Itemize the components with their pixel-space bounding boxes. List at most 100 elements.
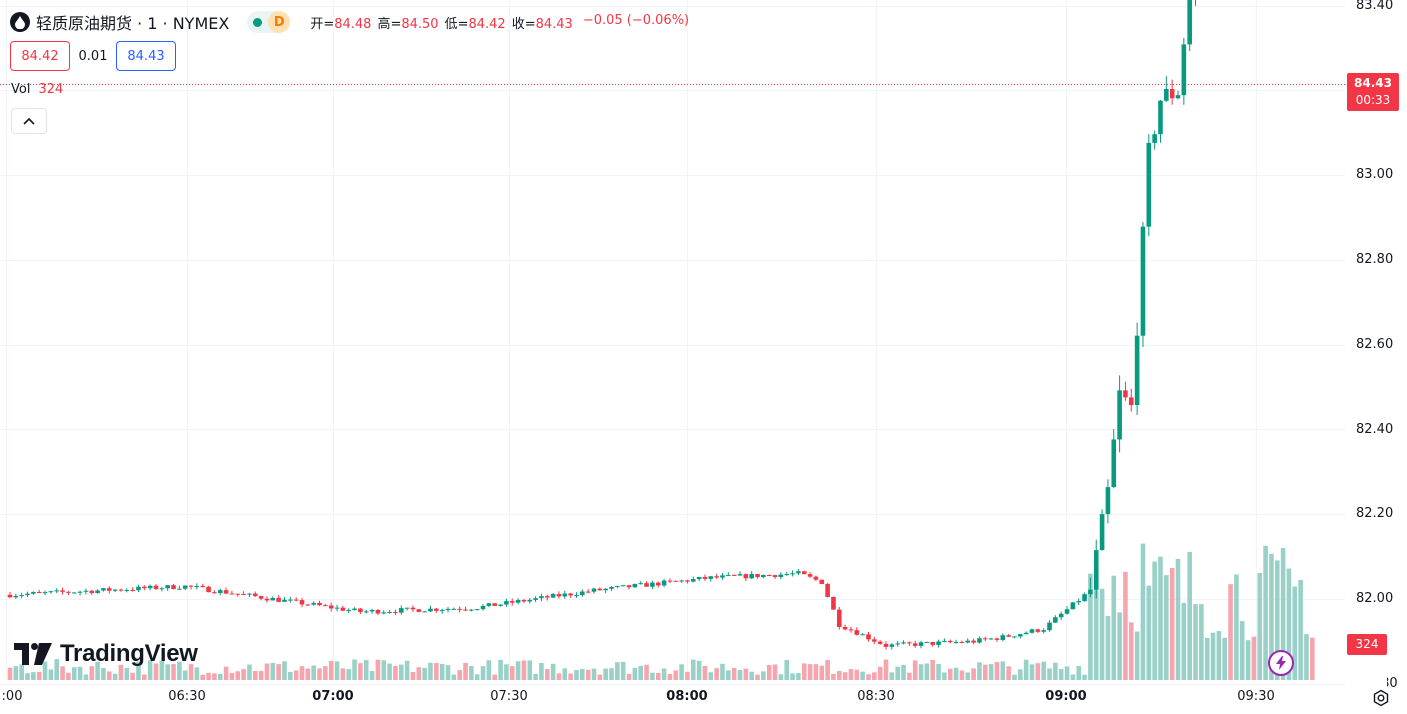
candle <box>258 595 264 601</box>
volume-bar <box>831 673 836 680</box>
volume-bar <box>901 664 906 680</box>
candle-body <box>988 638 994 640</box>
low-value: 84.42 <box>468 16 506 32</box>
volume-bar <box>731 667 737 680</box>
volume-bar <box>1310 637 1315 680</box>
price-tick-label: 82.60 <box>1356 336 1394 352</box>
volume-bar <box>778 674 784 680</box>
candle-body <box>860 634 865 636</box>
candle-body <box>89 590 95 594</box>
candle-body <box>13 595 19 598</box>
candle-body <box>743 574 749 579</box>
volume-legend[interactable]: Vol 324 <box>11 82 63 97</box>
candle-body <box>889 644 895 647</box>
sell-button[interactable]: 84.42 <box>10 41 70 71</box>
candle <box>836 607 842 630</box>
candle <box>229 590 235 595</box>
candle-body <box>877 641 883 644</box>
lightning-icon[interactable] <box>1268 650 1294 676</box>
tradingview-logo[interactable]: TradingView <box>14 640 198 668</box>
volume-bar <box>299 666 305 680</box>
candle-body <box>60 590 65 592</box>
volume-bar <box>212 673 217 680</box>
candle <box>334 604 340 612</box>
volume-bar <box>801 663 807 680</box>
candle <box>1158 99 1163 143</box>
volume-bar <box>352 659 357 680</box>
candle-body <box>1047 622 1052 631</box>
volume-bar <box>469 665 474 680</box>
volume-bar <box>1018 669 1023 680</box>
candle-body <box>1111 439 1117 488</box>
candle-body <box>784 574 790 576</box>
candle <box>784 571 790 576</box>
candle <box>1123 381 1128 401</box>
candle-body <box>19 595 24 597</box>
volume-bar <box>252 670 258 680</box>
symbol-legend[interactable]: 轻质原油期货 · 1 · NYMEX D 开=84.48 高=84.50 低=8… <box>10 9 689 35</box>
volume-bar <box>194 667 200 680</box>
volume-bar <box>1076 665 1082 680</box>
candle <box>118 588 124 592</box>
candle-body <box>54 590 60 592</box>
close-value: 84.43 <box>535 16 573 32</box>
volume-bar <box>1187 551 1192 680</box>
market-status[interactable]: D <box>247 11 291 33</box>
candle <box>182 585 188 591</box>
candle <box>1128 388 1134 412</box>
candle <box>1187 0 1192 51</box>
candle <box>550 592 556 598</box>
price-tick-label: 82.20 <box>1356 506 1394 522</box>
volume-bar <box>1006 666 1011 680</box>
volume-bar <box>1216 630 1222 680</box>
candle <box>83 588 89 595</box>
settings-icon[interactable] <box>1372 689 1390 707</box>
symbol-title[interactable]: 轻质原油期货 · 1 · NYMEX <box>36 14 230 33</box>
candle <box>1134 322 1140 415</box>
low-label: 低= <box>444 16 469 32</box>
ohlc-values: 开=84.48 高=84.50 低=84.42 收=84.43 −0.05 (−… <box>310 13 689 32</box>
volume-bar <box>229 672 235 680</box>
volume-bar <box>311 665 316 680</box>
candle-body <box>153 585 159 589</box>
volume-bar <box>136 661 141 680</box>
volume-bar <box>404 660 410 680</box>
volume-bar <box>562 668 568 680</box>
buy-button[interactable]: 84.43 <box>116 41 176 71</box>
price-tick-label: 83.40 <box>1356 0 1394 13</box>
candle <box>603 588 608 593</box>
volume-bar <box>54 659 60 680</box>
volume-bar <box>685 671 690 680</box>
candle-body <box>270 597 276 601</box>
volume-bar <box>1169 567 1175 680</box>
volume-bar <box>223 666 229 680</box>
candle <box>293 597 299 602</box>
candle <box>726 572 731 576</box>
candle-body <box>813 576 819 580</box>
volume-bar <box>1263 545 1268 680</box>
volume-bar <box>947 668 953 680</box>
candle-body <box>708 576 714 579</box>
candle <box>544 594 550 601</box>
candle-body <box>597 588 603 591</box>
candle <box>1169 79 1175 105</box>
candle-body <box>428 608 433 612</box>
candle-body <box>334 607 340 609</box>
volume-bar <box>918 664 924 680</box>
volume-bar <box>544 669 550 680</box>
candle-body <box>422 611 427 613</box>
candle <box>112 589 118 592</box>
drop-icon <box>10 12 30 32</box>
collapse-legend-button[interactable] <box>11 108 47 134</box>
time-tick-label: 08:00 <box>666 689 708 704</box>
candle <box>901 640 906 645</box>
candle <box>696 576 702 582</box>
candle-body <box>363 611 369 613</box>
candle-body <box>761 574 766 578</box>
candle-body <box>1012 636 1017 638</box>
candle <box>1076 598 1082 606</box>
candle <box>1053 615 1058 623</box>
volume-bar <box>1012 674 1017 680</box>
candle <box>866 631 871 642</box>
